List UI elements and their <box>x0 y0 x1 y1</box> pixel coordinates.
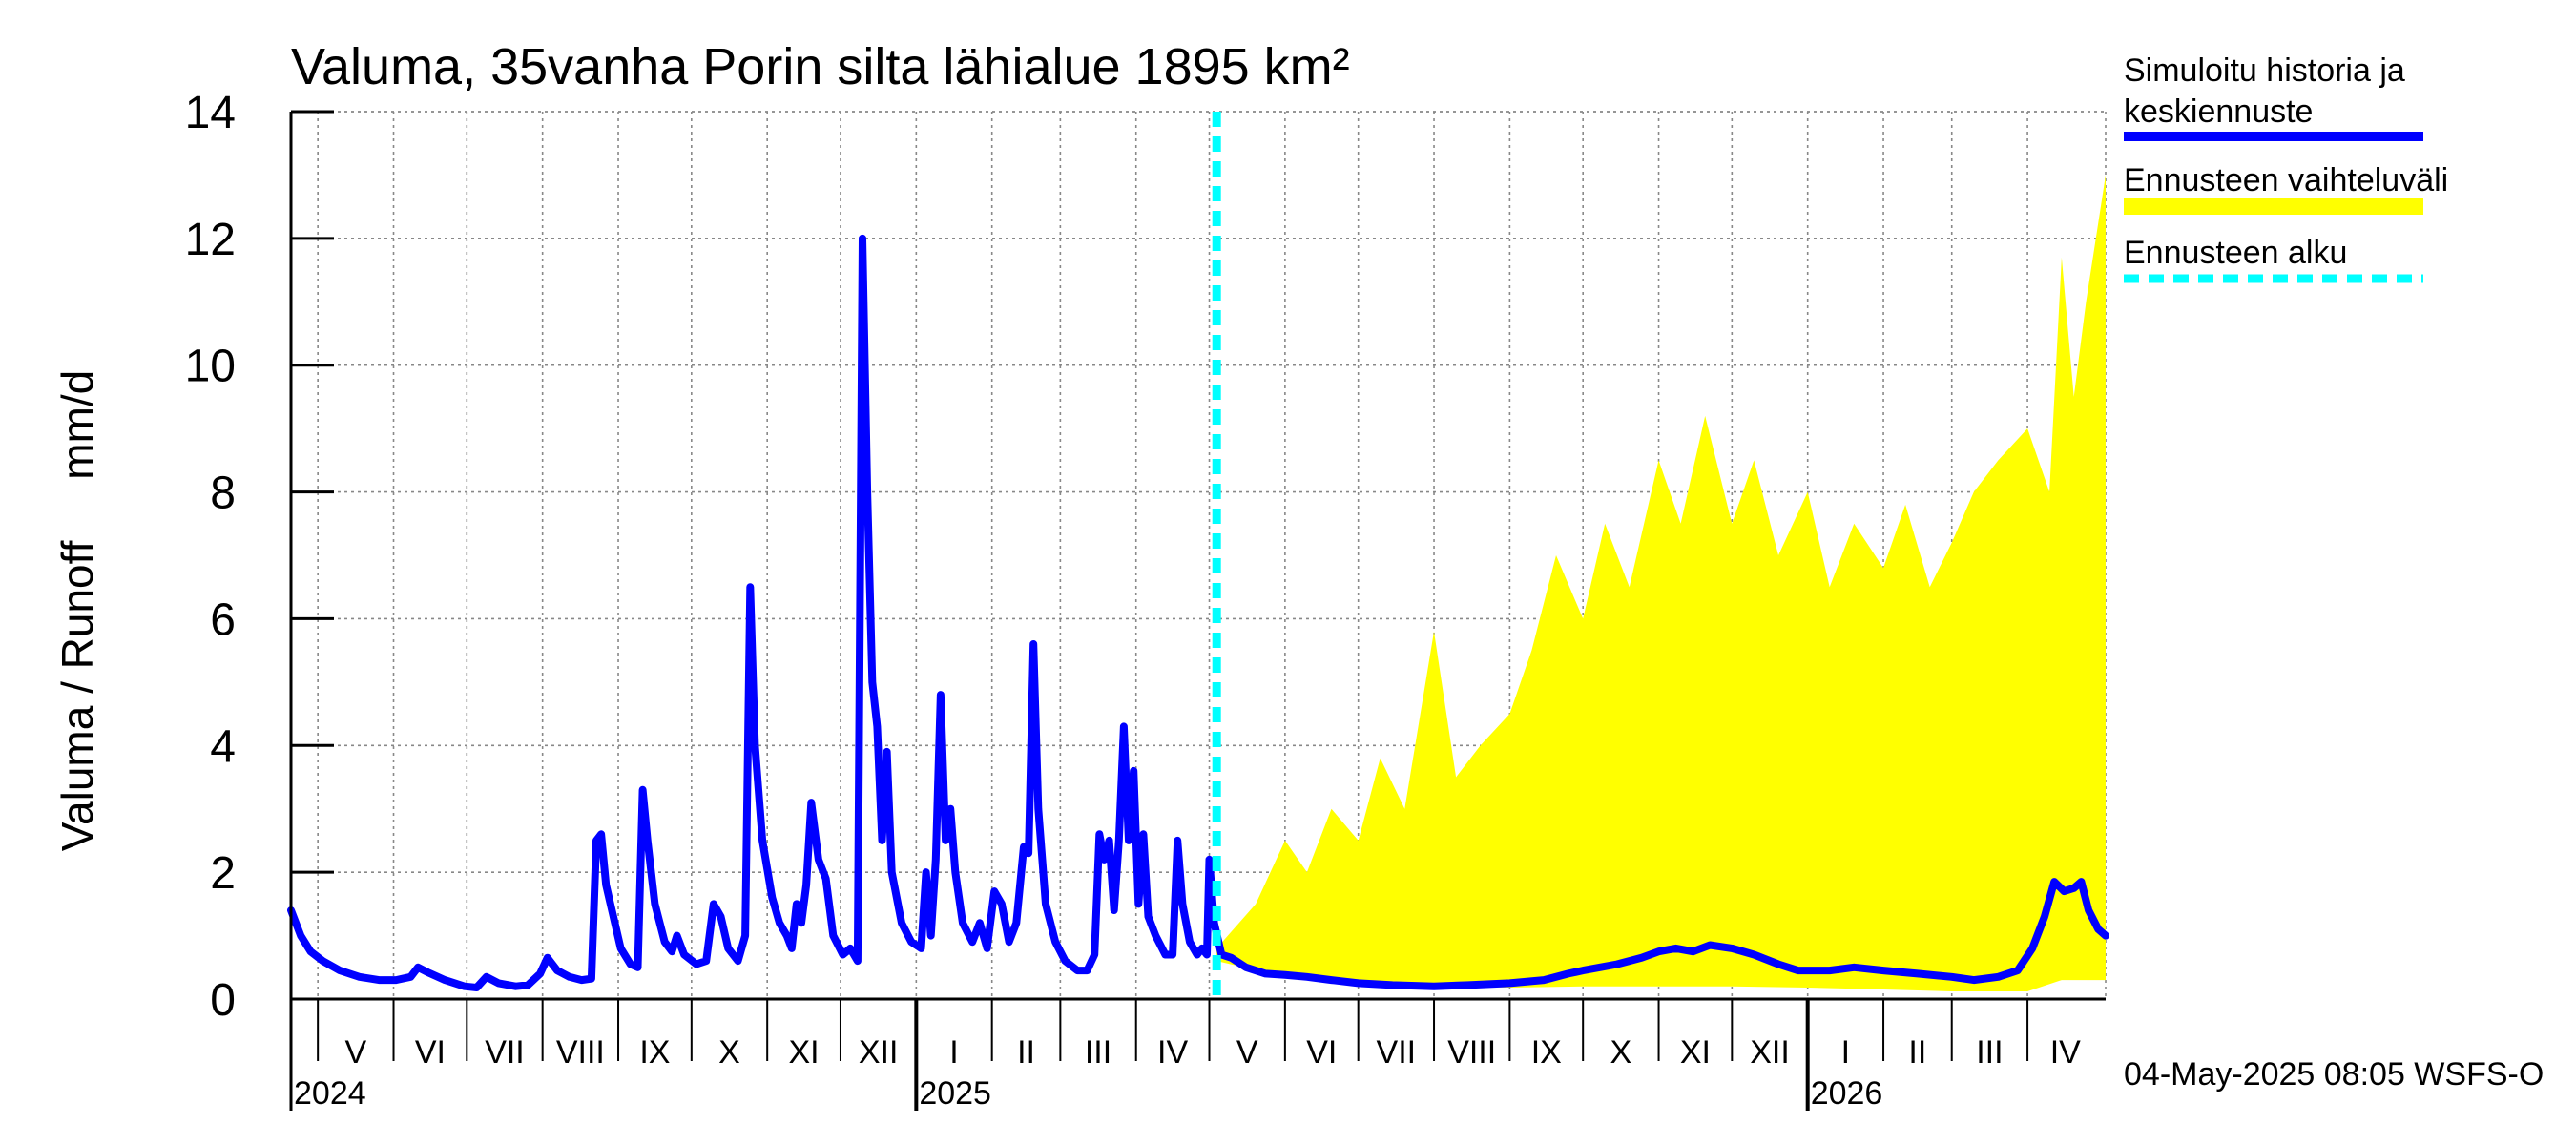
month-label: X <box>718 1034 740 1071</box>
month-label: VIII <box>1447 1034 1496 1071</box>
legend-label-band: Ennusteen vaihteluväli <box>2124 162 2448 198</box>
y-tick-label: 6 <box>210 594 236 645</box>
y-tick-label: 8 <box>210 468 236 519</box>
y-tick-label: 0 <box>210 975 236 1026</box>
month-label: V <box>344 1034 366 1071</box>
y-tick-label: 14 <box>185 88 236 138</box>
month-label: IV <box>1157 1034 1188 1071</box>
month-label: VII <box>485 1034 525 1071</box>
month-label: IX <box>639 1034 670 1071</box>
history-line-layer <box>287 234 2109 991</box>
month-label: VII <box>1377 1034 1417 1071</box>
month-label: III <box>1976 1034 2003 1071</box>
month-label: XII <box>859 1034 899 1071</box>
legend-label-forecast-start: Ennusteen alku <box>2124 235 2347 271</box>
legend: Simuloitu historia ja keskiennuste Ennus… <box>2124 52 2448 283</box>
month-label: XII <box>1750 1034 1790 1071</box>
month-label: IX <box>1531 1034 1562 1071</box>
month-label: II <box>1017 1034 1035 1071</box>
legend-label-history: Simuloitu historia ja <box>2124 52 2405 89</box>
y-tick-label: 12 <box>185 215 236 265</box>
month-label: X <box>1610 1034 1632 1071</box>
year-label: 2024 <box>294 1075 366 1112</box>
month-label: III <box>1085 1034 1111 1071</box>
y-tick-label: 10 <box>185 342 236 392</box>
history-line <box>287 234 2109 991</box>
month-label: VI <box>415 1034 446 1071</box>
month-label: I <box>1841 1034 1850 1071</box>
y-axis-label: Valuma / Runoff mm/d <box>52 370 102 852</box>
month-label: II <box>1908 1034 1926 1071</box>
month-label: VI <box>1306 1034 1337 1071</box>
legend-label-history-line2: keskiennuste <box>2124 94 2313 130</box>
year-label: 2025 <box>919 1075 991 1112</box>
month-label: IV <box>2050 1034 2081 1071</box>
chart-title: Valuma, 35vanha Porin silta lähialue 189… <box>291 38 1350 95</box>
month-label: I <box>949 1034 958 1071</box>
year-label: 2026 <box>1811 1075 1883 1112</box>
month-label: VIII <box>556 1034 605 1071</box>
y-tick-label: 2 <box>210 848 236 899</box>
month-label: XI <box>1680 1034 1711 1071</box>
month-label: XI <box>789 1034 820 1071</box>
y-tick-label: 4 <box>210 721 236 772</box>
forecast-band <box>1216 175 2106 991</box>
timestamp: 04-May-2025 08:05 WSFS-O <box>2124 1056 2544 1093</box>
month-label: V <box>1236 1034 1258 1071</box>
forecast-band-layer <box>1216 175 2106 991</box>
